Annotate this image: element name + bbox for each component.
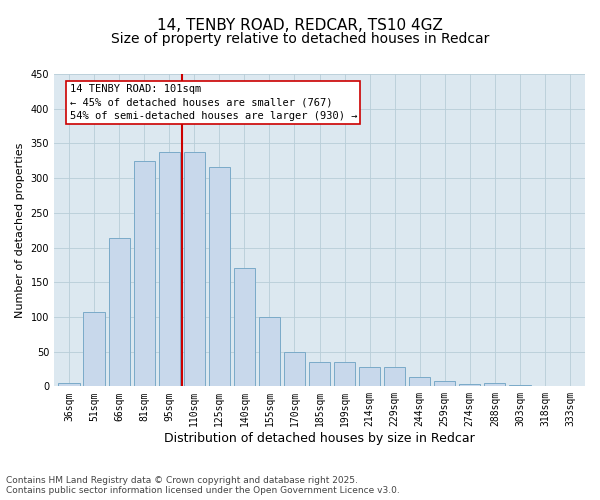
Bar	[209, 167, 230, 386]
Bar	[158, 152, 180, 386]
Bar	[384, 367, 406, 386]
Bar	[459, 384, 481, 386]
Bar	[434, 381, 455, 386]
Bar	[234, 268, 255, 386]
Text: Contains HM Land Registry data © Crown copyright and database right 2025.
Contai: Contains HM Land Registry data © Crown c…	[6, 476, 400, 495]
Text: 14 TENBY ROAD: 101sqm
← 45% of detached houses are smaller (767)
54% of semi-det: 14 TENBY ROAD: 101sqm ← 45% of detached …	[70, 84, 357, 121]
Bar	[259, 317, 280, 386]
Bar	[359, 367, 380, 386]
Bar	[409, 376, 430, 386]
Bar	[58, 383, 80, 386]
Bar	[509, 385, 530, 386]
Bar	[334, 362, 355, 386]
Bar	[484, 383, 505, 386]
Bar	[284, 352, 305, 386]
Bar	[109, 238, 130, 386]
Bar	[309, 362, 330, 386]
Y-axis label: Number of detached properties: Number of detached properties	[15, 142, 25, 318]
Text: Size of property relative to detached houses in Redcar: Size of property relative to detached ho…	[111, 32, 489, 46]
Bar	[83, 312, 105, 386]
Bar	[184, 152, 205, 386]
X-axis label: Distribution of detached houses by size in Redcar: Distribution of detached houses by size …	[164, 432, 475, 445]
Text: 14, TENBY ROAD, REDCAR, TS10 4GZ: 14, TENBY ROAD, REDCAR, TS10 4GZ	[157, 18, 443, 32]
Bar	[134, 161, 155, 386]
